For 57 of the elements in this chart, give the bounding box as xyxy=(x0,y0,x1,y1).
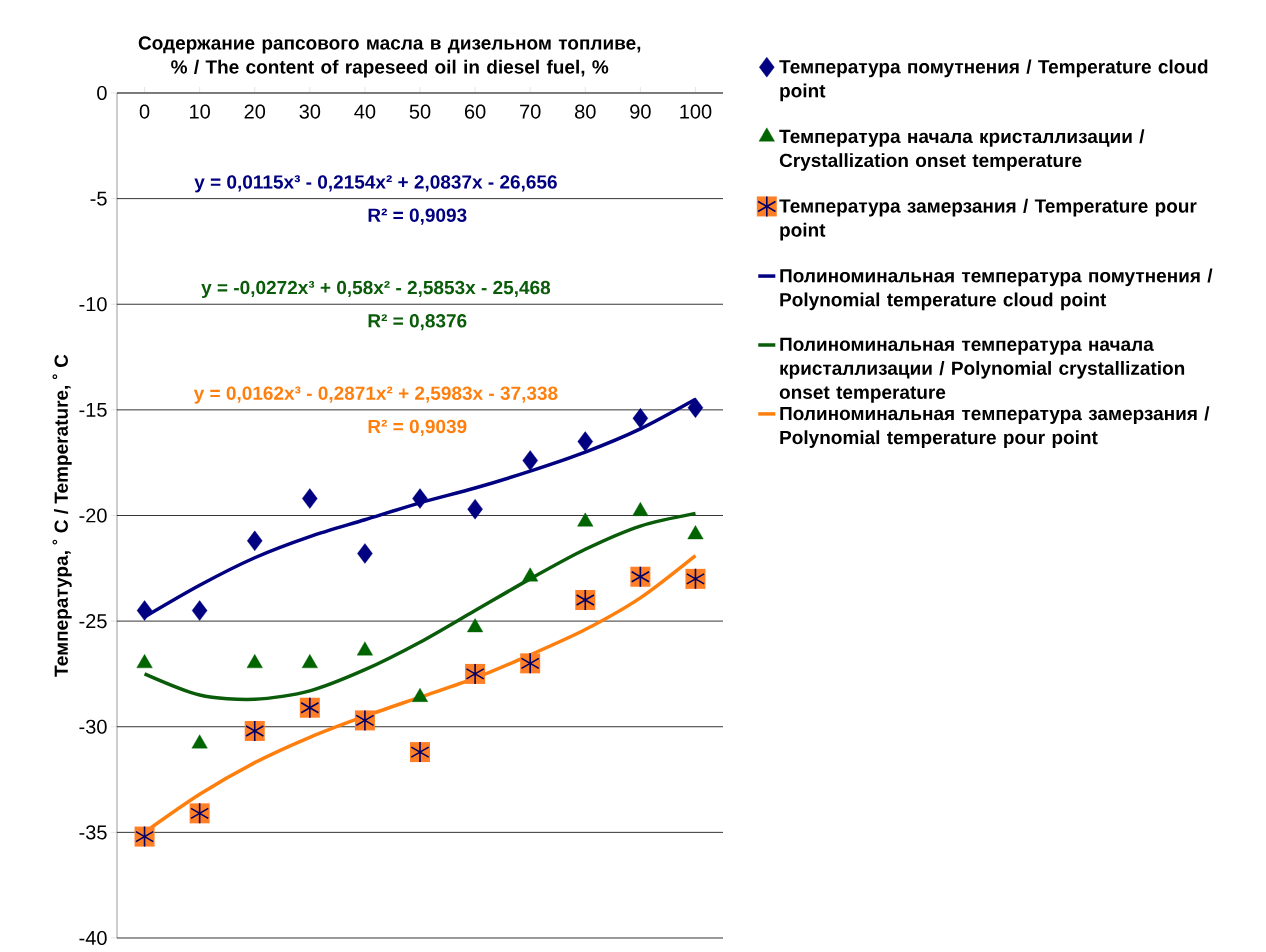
y-tick-label: -10 xyxy=(79,297,107,312)
x-tick-label: 0 xyxy=(139,104,150,119)
point xyxy=(522,450,538,471)
x-tick-label: 20 xyxy=(244,104,266,119)
y-tick-label: -40 xyxy=(79,930,107,946)
x-tick-label: 70 xyxy=(520,104,541,119)
point xyxy=(632,502,649,516)
annotation: y = 0,0162x³ - 0,2871x² + 2,5983x - 37,338 xyxy=(193,386,558,404)
y-tick-label: -15 xyxy=(79,402,107,417)
point xyxy=(247,530,263,552)
point xyxy=(136,654,153,669)
point xyxy=(412,488,428,509)
point xyxy=(191,600,208,621)
point xyxy=(577,512,594,527)
x-tick-label: 80 xyxy=(575,104,596,119)
y-tick-label: 0 xyxy=(97,85,107,101)
point xyxy=(412,687,428,702)
y-tick-label: -30 xyxy=(79,719,107,734)
point xyxy=(356,641,373,656)
annotation: R² = 0,9039 xyxy=(368,419,467,436)
line-series xyxy=(142,511,698,702)
legend-label: Температура замерзания / Temperature pour point xyxy=(779,198,1197,241)
x-tick-label: 90 xyxy=(630,104,651,119)
legend-label: Температура помутнения / Temperature cloud point xyxy=(779,59,1208,102)
point xyxy=(246,654,263,669)
x-tick-label: 30 xyxy=(299,104,321,119)
y-tick-label: -20 xyxy=(79,508,107,523)
legend-label: Температура начала кристаллизации / Crystallization onset temperature xyxy=(779,129,1145,171)
point xyxy=(632,408,649,429)
point xyxy=(136,600,153,621)
x-tick-label: 40 xyxy=(354,104,376,119)
point xyxy=(467,618,484,633)
legend-label: Полиноминальная температура начала кристаллизации / Polynomial crystallization onset temperature xyxy=(779,337,1185,403)
point xyxy=(522,567,539,582)
legend-label: Полиноминальная температура помутнения / Polynomial temperature cloud point xyxy=(780,268,1213,311)
y-tick-label: -5 xyxy=(90,191,107,206)
y-tick-label: -35 xyxy=(79,825,107,840)
y-tick-label: -25 xyxy=(79,614,107,629)
annotation: R² = 0,8376 xyxy=(368,314,467,331)
point xyxy=(687,397,704,418)
point xyxy=(467,498,483,520)
annotation: y = 0,0115x³ - 0,2154x² + 2,0837x - 26,656 xyxy=(194,175,557,193)
y-axis-title: Температура, ˚ C / Temperature, ˚ C xyxy=(52,354,72,677)
point xyxy=(302,488,318,509)
point xyxy=(357,543,373,564)
annotation: y = -0,0272x³ + 0,58x² - 2,5853x - 25,468 xyxy=(201,280,551,299)
x-tick-label: 50 xyxy=(409,104,431,119)
point xyxy=(301,654,318,669)
x-tick-label: 10 xyxy=(190,104,210,119)
x-tick-label: 100 xyxy=(680,104,712,119)
legend-label: Полиноминальная тeмпература замерзания / Polynomial temperature pour point xyxy=(780,406,1210,448)
x-axis-title: Содержание рапсового масла в дизельном топливе, % / The content of rapeseed oil in diesel fuel, % xyxy=(138,36,641,78)
point xyxy=(577,431,593,452)
point xyxy=(191,734,208,749)
annotation: R² = 0,9093 xyxy=(368,208,467,225)
point xyxy=(687,525,704,540)
x-tick-label: 60 xyxy=(464,104,486,119)
